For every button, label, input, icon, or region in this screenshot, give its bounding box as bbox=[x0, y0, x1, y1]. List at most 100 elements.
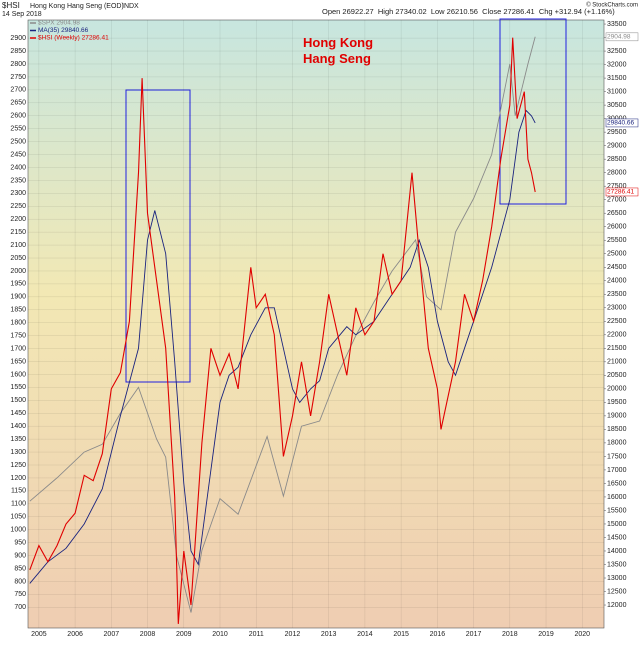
y2-tick-label: 12000 bbox=[607, 602, 627, 609]
y2-tick-label: 25500 bbox=[607, 237, 627, 244]
x-tick-label: 2008 bbox=[140, 631, 156, 638]
y-tick-label: 1550 bbox=[10, 384, 26, 391]
y-tick-label: 1400 bbox=[10, 423, 26, 430]
x-tick-label: 2020 bbox=[574, 631, 590, 638]
y-tick-label: 1100 bbox=[11, 501, 26, 508]
y-tick-label: 2100 bbox=[10, 242, 26, 249]
y-tick-label: 1950 bbox=[10, 281, 26, 288]
y-tick-label: 1800 bbox=[10, 320, 26, 327]
y-tick-label: 1700 bbox=[10, 345, 26, 352]
y2-tick-label: 27000 bbox=[607, 197, 627, 204]
y2-tick-label: 17000 bbox=[607, 467, 627, 474]
x-tick-label: 2019 bbox=[538, 631, 554, 638]
y2-tick-label: 28500 bbox=[607, 156, 627, 163]
series-line bbox=[29, 37, 536, 624]
x-tick-label: 2005 bbox=[31, 631, 47, 638]
y2-tick-label: 14500 bbox=[607, 534, 627, 541]
y-tick-label: 1600 bbox=[10, 371, 26, 378]
y-tick-label: 2050 bbox=[10, 255, 26, 262]
highlight-box bbox=[125, 89, 191, 383]
y-tick-label: 950 bbox=[14, 539, 26, 546]
y-tick-label: 2850 bbox=[10, 48, 26, 55]
end-label: 2904.98 bbox=[607, 34, 631, 41]
date: 14 Sep 2018 bbox=[2, 11, 42, 18]
y2-tick-label: 32500 bbox=[607, 48, 627, 55]
exchange: INDX bbox=[122, 3, 139, 10]
y-tick-label: 1650 bbox=[10, 358, 26, 365]
end-label: 29840.66 bbox=[607, 120, 634, 127]
y-tick-label: 2550 bbox=[10, 126, 26, 133]
y-tick-label: 2500 bbox=[10, 138, 26, 145]
y2-tick-label: 30500 bbox=[607, 102, 627, 109]
y-tick-label: 750 bbox=[14, 591, 26, 598]
y-tick-label: 1900 bbox=[10, 294, 26, 301]
y2-tick-label: 27500 bbox=[607, 183, 627, 190]
y-tick-label: 1750 bbox=[10, 332, 26, 339]
y-tick-label: 2750 bbox=[10, 74, 26, 81]
y-tick-label: 1000 bbox=[10, 527, 26, 534]
y2-tick-label: 18000 bbox=[607, 440, 627, 447]
y2-tick-label: 33500 bbox=[607, 21, 627, 28]
annotation: Hong Kong Hang Seng bbox=[303, 35, 373, 66]
x-tick-label: 2007 bbox=[104, 631, 120, 638]
y-tick-label: 2700 bbox=[10, 87, 26, 94]
x-tick-label: 2012 bbox=[285, 631, 301, 638]
y2-tick-label: 13000 bbox=[607, 575, 627, 582]
symbol: $HSI bbox=[2, 1, 20, 10]
x-tick-label: 2010 bbox=[212, 631, 228, 638]
legend-label: $HSI (Weekly) 27286.41 bbox=[38, 35, 109, 42]
y-tick-label: 1050 bbox=[10, 514, 26, 521]
y2-tick-label: 26000 bbox=[607, 224, 627, 231]
y2-tick-label: 20000 bbox=[607, 386, 627, 393]
y-tick-label: 2450 bbox=[10, 151, 26, 158]
y-tick-label: 2200 bbox=[10, 216, 26, 223]
y2-tick-label: 23000 bbox=[607, 305, 627, 312]
end-tag bbox=[605, 118, 639, 128]
y2-tick-label: 32000 bbox=[607, 61, 627, 68]
x-tick-label: 2011 bbox=[249, 631, 264, 638]
y2-tick-label: 29500 bbox=[607, 129, 627, 136]
plot-area bbox=[27, 19, 605, 629]
y-tick-label: 1850 bbox=[10, 307, 26, 314]
credit: © StockCharts.com bbox=[586, 2, 638, 9]
y2-tick-label: 15500 bbox=[607, 507, 627, 514]
y2-tick-label: 12500 bbox=[607, 588, 627, 595]
y-tick-label: 2350 bbox=[10, 177, 26, 184]
y-tick-label: 2150 bbox=[10, 229, 26, 236]
x-tick-label: 2014 bbox=[357, 631, 373, 638]
y-tick-label: 1300 bbox=[10, 449, 26, 456]
y-tick-label: 2400 bbox=[10, 164, 26, 171]
y2-tick-label: 24500 bbox=[607, 264, 627, 271]
y2-tick-label: 24000 bbox=[607, 278, 627, 285]
end-tag bbox=[605, 32, 639, 42]
y2-tick-label: 31000 bbox=[607, 88, 627, 95]
y2-tick-label: 22500 bbox=[607, 318, 627, 325]
x-tick-label: 2013 bbox=[321, 631, 337, 638]
y-tick-label: 900 bbox=[14, 552, 26, 559]
y2-tick-label: 18500 bbox=[607, 426, 627, 433]
y-tick-label: 850 bbox=[14, 565, 26, 572]
x-tick-label: 2017 bbox=[466, 631, 482, 638]
series-line bbox=[29, 36, 536, 613]
y-tick-label: 2300 bbox=[10, 190, 26, 197]
y-tick-label: 2650 bbox=[10, 100, 26, 107]
y2-tick-label: 15000 bbox=[607, 521, 627, 528]
y2-tick-label: 28000 bbox=[607, 170, 627, 177]
x-tick-label: 2016 bbox=[430, 631, 446, 638]
legend-label: $SPX 2904.98 bbox=[38, 20, 80, 27]
y2-tick-label: 31500 bbox=[607, 75, 627, 82]
y-tick-label: 700 bbox=[14, 604, 26, 611]
y-tick-label: 1500 bbox=[10, 397, 26, 404]
y-tick-label: 2600 bbox=[10, 113, 26, 120]
legend-label: MA(35) 29840.66 bbox=[38, 27, 89, 34]
y2-tick-label: 17500 bbox=[607, 453, 627, 460]
y2-tick-label: 21000 bbox=[607, 359, 627, 366]
y2-tick-label: 22000 bbox=[607, 332, 627, 339]
quote: Open 26922.27 High 27340.02 Low 26210.56… bbox=[322, 7, 615, 16]
y2-tick-label: 19500 bbox=[607, 399, 627, 406]
end-label: 27286.41 bbox=[607, 189, 634, 196]
y-tick-label: 2900 bbox=[10, 35, 26, 42]
y-tick-label: 1350 bbox=[10, 436, 26, 443]
y2-tick-label: 16500 bbox=[607, 480, 627, 487]
